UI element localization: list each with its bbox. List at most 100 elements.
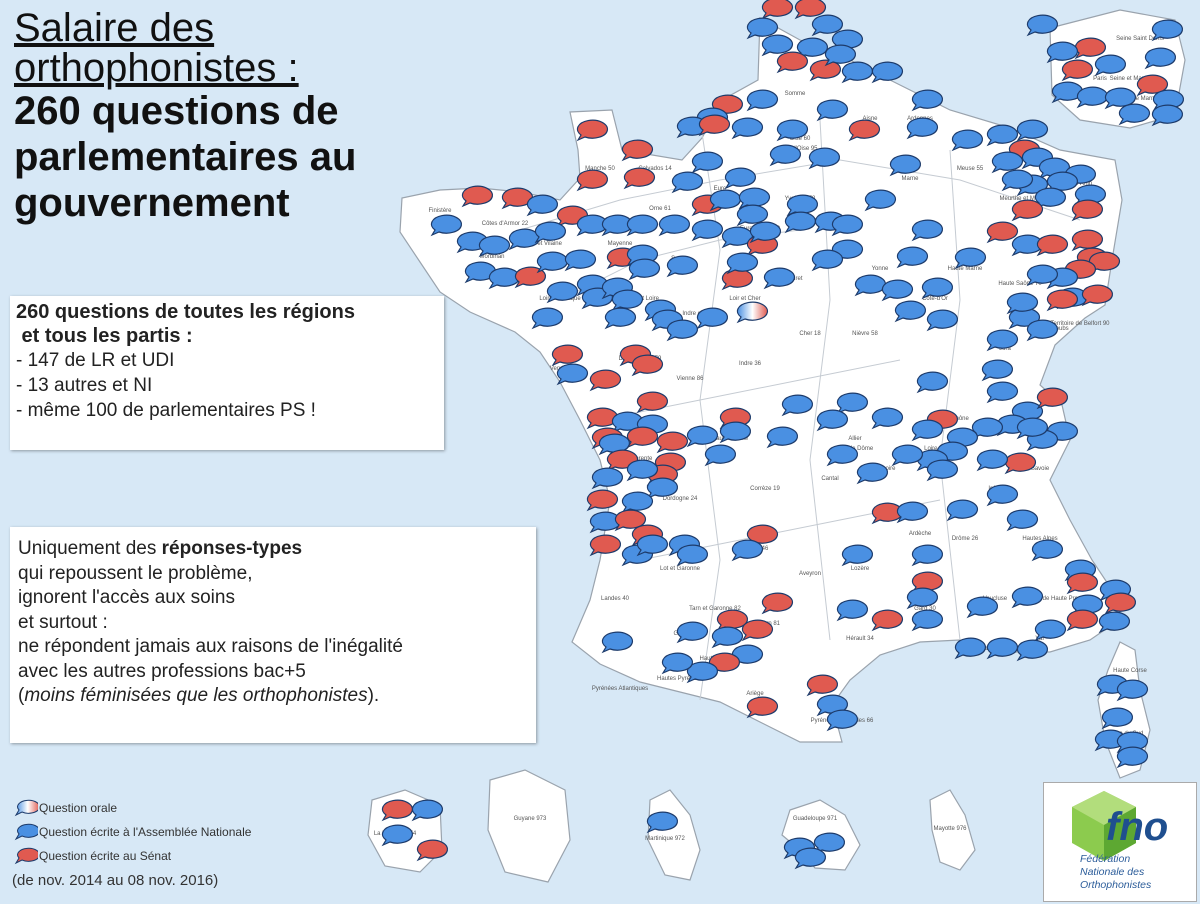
assemblee-question-marker — [766, 426, 799, 449]
department-label: Orne 61 — [649, 206, 671, 212]
assemblee-question-marker — [986, 484, 1019, 507]
legend-item-senat: Question écrite au Sénat — [12, 844, 251, 868]
department-label: Manche 50 — [585, 166, 615, 172]
title-line: parlementaires au — [14, 135, 357, 179]
assemblee-question-marker — [1094, 729, 1127, 752]
senat-question-marker — [761, 592, 794, 615]
responses-line: et surtout : — [18, 611, 108, 633]
senat-question-marker — [776, 51, 809, 74]
page-title: Salaire des orthophonistes : 260 questio… — [14, 8, 356, 226]
department-label: Bas Rhin — [1068, 181, 1092, 187]
assemblee-question-marker — [626, 214, 659, 237]
department-label: Calvados 14 — [638, 166, 672, 172]
department-label: Martinique 972 — [645, 836, 685, 842]
assemblee-question-marker — [921, 277, 954, 300]
legend-item-orale: Question orale — [12, 796, 251, 820]
department-label: Somme — [785, 91, 806, 97]
assemblee-question-marker — [711, 626, 744, 649]
department-label: Corrèze 19 — [750, 486, 780, 492]
assemblee-question-marker — [761, 34, 794, 57]
assemblee-question-marker — [411, 799, 444, 822]
department-label: Finistère — [428, 208, 452, 214]
assemblee-question-marker — [1034, 619, 1067, 642]
assemblee-question-marker — [1151, 19, 1184, 42]
assemblee-question-marker — [911, 89, 944, 112]
assemblee-question-marker — [1046, 41, 1079, 64]
senat-question-marker — [1071, 199, 1104, 222]
responses-box: Uniquement des réponses-types qui repous… — [10, 527, 536, 743]
assemblee-question-marker — [666, 255, 699, 278]
assemblee-question-marker — [986, 329, 1019, 352]
assemblee-question-marker — [430, 214, 463, 237]
assemblee-question-marker — [1051, 81, 1084, 104]
assemblee-question-marker — [564, 249, 597, 272]
assemblee-question-marker — [666, 319, 699, 342]
department-label: Vienne 86 — [677, 376, 705, 382]
legend: Question orale Question écrite à l'Assem… — [12, 796, 251, 889]
assemblee-question-marker — [951, 129, 984, 152]
summary-item: - 13 autres et NI — [16, 375, 153, 396]
assemblee-question-marker — [824, 44, 857, 67]
department-label: Mayotte 976 — [933, 826, 967, 832]
assemblee-question-marker — [1094, 54, 1127, 77]
senat-question-marker — [741, 619, 774, 642]
assemblee-question-marker — [731, 117, 764, 140]
department-label: Indre 36 — [739, 361, 762, 367]
senat-question-marker — [871, 609, 904, 632]
department-label: Eure — [714, 186, 727, 192]
department-label: Haute Corse — [1113, 668, 1147, 674]
assemblee-question-marker — [911, 544, 944, 567]
assemblee-question-marker — [508, 228, 541, 251]
assemblee-question-marker — [811, 14, 844, 37]
mayotte-shape — [929, 789, 976, 871]
assemblee-question-marker — [841, 61, 874, 84]
assemblee-question-marker — [621, 491, 654, 514]
assemblee-question-marker — [1144, 47, 1177, 70]
department-label: Landes 40 — [601, 596, 630, 602]
department-label: Côte-d'Or — [922, 296, 948, 302]
assemblee-question-marker — [891, 444, 924, 467]
assemblee-question-marker — [1104, 87, 1137, 110]
department-label: Guadeloupe 971 — [793, 816, 838, 822]
assemblee-question-marker — [1118, 103, 1151, 126]
assemblee-question-marker — [534, 221, 567, 244]
department-label: Haute Saône 70 — [998, 281, 1042, 287]
senat-question-marker — [576, 169, 609, 192]
assemblee-question-marker — [1076, 86, 1109, 109]
assemblee-question-marker — [1034, 187, 1067, 210]
legend-item-assemblee: Question écrite à l'Assemblée Nationale — [12, 820, 251, 844]
department-label: Loire 42 — [924, 446, 946, 452]
department-label: Ardèche — [909, 531, 932, 537]
senat-question-marker — [1088, 251, 1121, 274]
responses-line: (moins féminisées que les orthophonistes… — [18, 685, 380, 706]
assemblee-question-marker — [731, 539, 764, 562]
department-label: Vaucluse — [983, 596, 1008, 602]
department-label: Loiret — [787, 276, 802, 282]
assemblee-question-marker — [381, 824, 414, 847]
senat-question-marker — [576, 119, 609, 142]
department-label: Drôme 26 — [952, 536, 979, 542]
responses-line: qui repoussent le problème, — [18, 562, 253, 584]
department-label: Nièvre 58 — [852, 331, 878, 337]
assemblee-question-marker — [813, 832, 846, 855]
department-label: Savoie — [1031, 466, 1050, 472]
assemblee-question-marker — [601, 214, 634, 237]
senat-question-marker — [621, 139, 654, 162]
department-label: Gard 30 — [914, 606, 936, 612]
senat-question-marker — [1036, 234, 1069, 257]
assemblee-question-marker — [836, 599, 869, 622]
title-line: gouvernement — [14, 181, 290, 225]
assemblee-question-marker — [784, 211, 817, 234]
senat-question-marker — [636, 391, 669, 414]
department-label: Dordogne 24 — [663, 496, 698, 502]
senat-question-marker — [1061, 59, 1094, 82]
assemblee-question-marker — [526, 194, 559, 217]
assemblee-question-marker — [691, 219, 724, 242]
department-label: Territoire de Belfort 90 — [1050, 321, 1110, 327]
assemblee-question-marker — [1031, 539, 1064, 562]
assemblee-question-marker — [1026, 319, 1059, 342]
assemblee-question-bubble-icon — [14, 823, 38, 841]
senat-question-marker — [631, 354, 664, 377]
department-label: Lozère — [851, 566, 870, 572]
assemblee-question-marker — [889, 154, 922, 177]
